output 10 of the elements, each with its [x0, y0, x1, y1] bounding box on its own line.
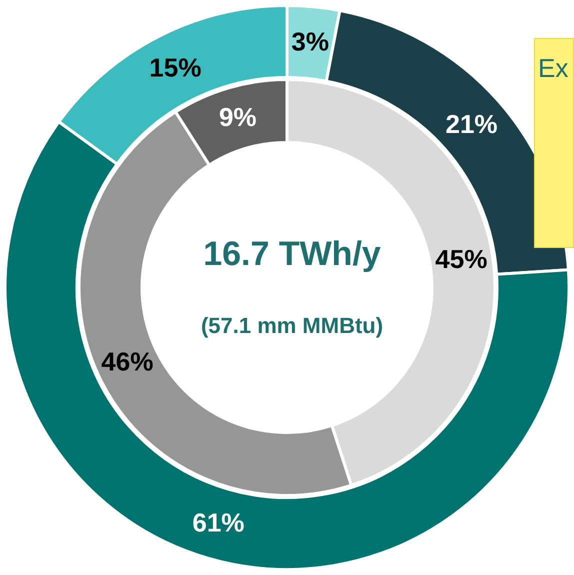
data-label: 3%	[291, 26, 329, 57]
data-label: 21%	[446, 108, 498, 139]
data-label: 61%	[192, 508, 244, 538]
text: 16.7 TWh/y	[203, 235, 381, 273]
data-label: 46%	[101, 346, 154, 377]
data-label: 15%	[149, 52, 202, 82]
data-label: 9%	[218, 102, 257, 132]
data-label: 45%	[435, 244, 488, 274]
note-box: Ex	[534, 38, 574, 248]
text: (57.1 mm MMBtu)	[200, 313, 384, 338]
